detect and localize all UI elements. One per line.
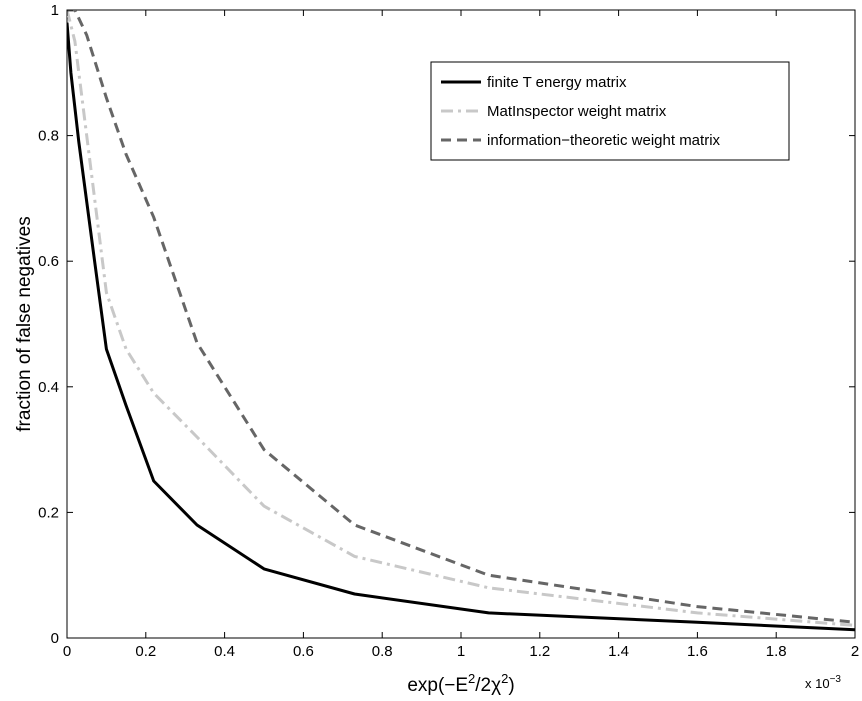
y-tick-label: 0.8 bbox=[38, 128, 59, 145]
y-tick-label: 0 bbox=[51, 630, 59, 647]
x-axis-label-mid: /2χ bbox=[475, 675, 501, 696]
x-tick-label: 0.4 bbox=[214, 643, 235, 660]
x-axis-multiplier-exponent: −3 bbox=[830, 674, 842, 685]
legend-label-1: finite T energy matrix bbox=[487, 74, 627, 91]
x-tick-label: 1 bbox=[457, 643, 465, 660]
y-tick-label: 0.6 bbox=[38, 253, 59, 270]
y-axis-label: fraction of false negatives bbox=[14, 216, 35, 431]
x-tick-label: 0.2 bbox=[135, 643, 156, 660]
legend-box bbox=[430, 61, 790, 161]
legend-label-3: information−theoretic weight matrix bbox=[487, 132, 721, 149]
x-tick-label: 1.2 bbox=[529, 643, 550, 660]
x-tick-label: 0.6 bbox=[293, 643, 314, 660]
x-tick-label: 1.8 bbox=[766, 643, 787, 660]
x-tick-label: 0 bbox=[63, 643, 71, 660]
series-line-2 bbox=[67, 10, 855, 627]
legend-label-2: MatInspector weight matrix bbox=[487, 103, 667, 120]
series-line-3 bbox=[67, 10, 855, 624]
x-axis-label-sup1: 2 bbox=[468, 671, 475, 686]
x-axis-label-base: exp(−E bbox=[407, 675, 468, 696]
x-axis-multiplier-prefix: x 10 bbox=[805, 676, 830, 691]
x-axis-label-sup2: 2 bbox=[501, 671, 508, 686]
x-tick-label: 0.8 bbox=[372, 643, 393, 660]
series-line-1 bbox=[67, 22, 855, 632]
x-axis-label-end: ) bbox=[508, 675, 514, 696]
legend: finite T energy matrix MatInspector weigh… bbox=[430, 61, 790, 161]
x-tick-label: 2 bbox=[851, 643, 859, 660]
axis-ticks: 0 0.2 0.4 0.6 0.8 1 1.2 1.4 1.6 1.8 2 0 0.2 0.4 0.6 0.8… bbox=[38, 2, 859, 660]
y-tick-label: 1 bbox=[51, 2, 59, 19]
x-axis-multiplier: x 10−3 bbox=[805, 674, 841, 691]
x-axis-label: exp(−E2/2χ2) bbox=[407, 671, 514, 696]
y-tick-label: 0.4 bbox=[38, 379, 59, 396]
y-tick-label: 0.2 bbox=[38, 504, 59, 521]
series-layer bbox=[67, 10, 855, 632]
x-tick-label: 1.4 bbox=[608, 643, 629, 660]
x-tick-label: 1.6 bbox=[687, 643, 708, 660]
